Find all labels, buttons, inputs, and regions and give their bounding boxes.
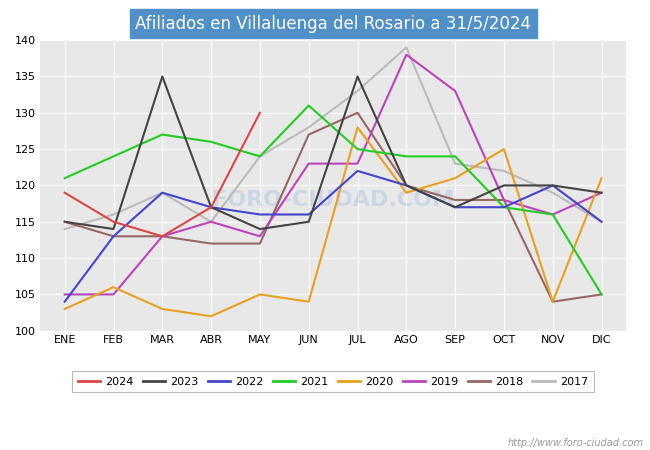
- Text: FORO-CIUDAD.COM: FORO-CIUDAD.COM: [212, 190, 454, 210]
- Legend: 2024, 2023, 2022, 2021, 2020, 2019, 2018, 2017: 2024, 2023, 2022, 2021, 2020, 2019, 2018…: [72, 371, 594, 392]
- Text: http://www.foro-ciudad.com: http://www.foro-ciudad.com: [508, 438, 644, 448]
- Title: Afiliados en Villaluenga del Rosario a 31/5/2024: Afiliados en Villaluenga del Rosario a 3…: [135, 15, 531, 33]
